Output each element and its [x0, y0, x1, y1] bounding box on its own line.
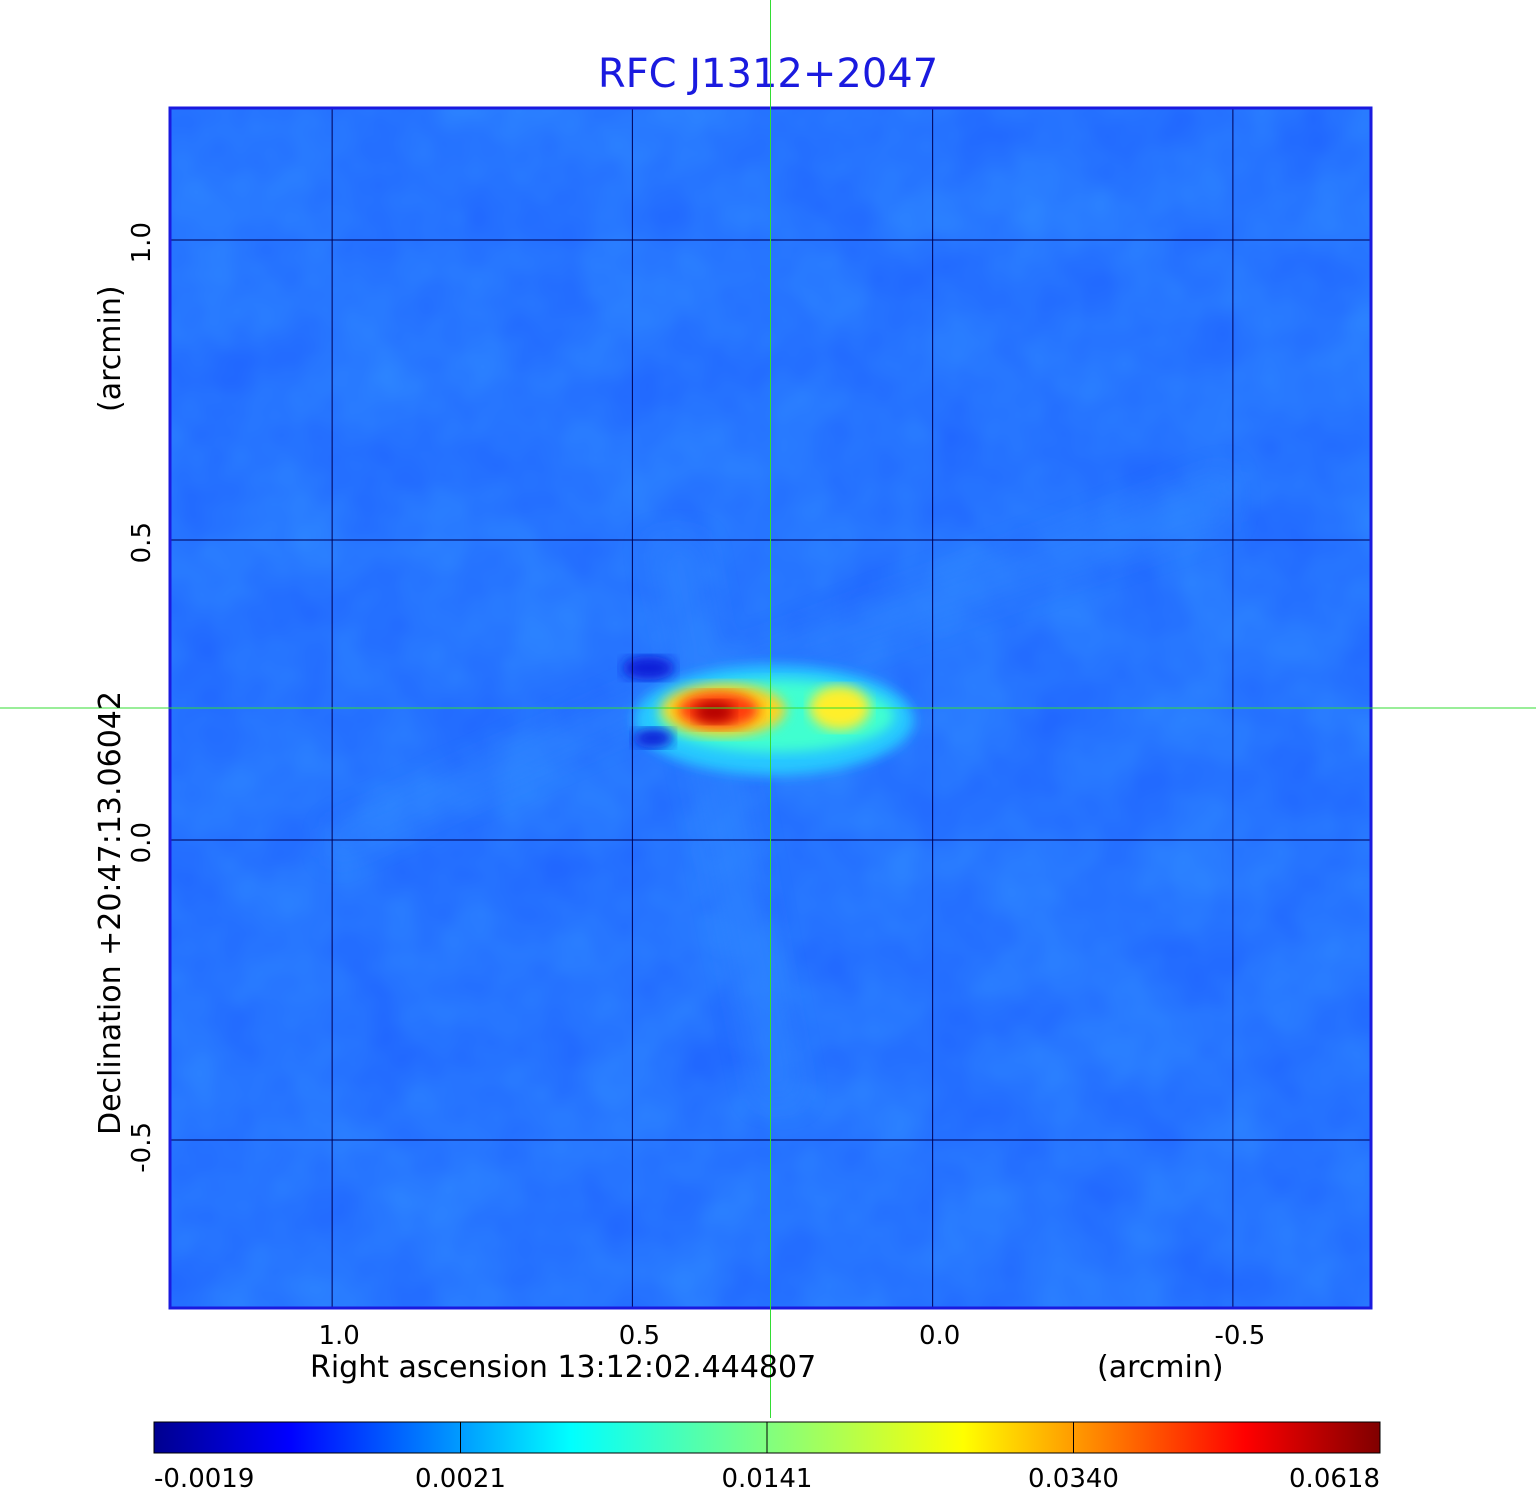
negative-artifact [622, 656, 675, 680]
crosshair [0, 0, 1536, 1418]
x-axis-label: Right ascension 13:12:02.444807 [310, 1350, 816, 1385]
colorbar-tick-label: 0.0618 [1289, 1464, 1380, 1494]
y-tick-label: 1.0 [127, 222, 157, 263]
x-tick-label: -0.5 [1215, 1321, 1266, 1351]
negative-artifact [633, 728, 674, 748]
x-tick-label: 0.5 [619, 1321, 660, 1351]
chart-title: RFC J1312+2047 [598, 51, 938, 97]
colorbar-tick-label: 0.0021 [415, 1464, 506, 1494]
y-axis-label: Declination +20:47:13.06042 [93, 691, 128, 1135]
y-tick-label: -0.5 [127, 1122, 157, 1173]
x-tick-label: 1.0 [318, 1321, 359, 1351]
y-tick-labels: 1.0 0.5 0.0 -0.5 [127, 222, 157, 1173]
primary-component-peak [694, 701, 735, 723]
x-axis-unit: (arcmin) [1097, 1350, 1224, 1385]
x-tick-label: 0.0 [919, 1321, 960, 1351]
colorbar-tick-labels: -0.0019 0.0021 0.0141 0.0340 0.0618 [153, 1422, 1381, 1494]
y-axis-unit: (arcmin) [93, 285, 128, 412]
x-tick-labels: 1.0 0.5 0.0 -0.5 [318, 1321, 1265, 1351]
y-tick-label: 0.5 [127, 522, 157, 563]
colorbar-tick-label: 0.0141 [722, 1464, 813, 1494]
colorbar-tick-label: -0.0019 [154, 1464, 254, 1494]
colorbar-tick-label: 0.0340 [1028, 1464, 1119, 1494]
y-tick-label: 0.0 [127, 822, 157, 863]
